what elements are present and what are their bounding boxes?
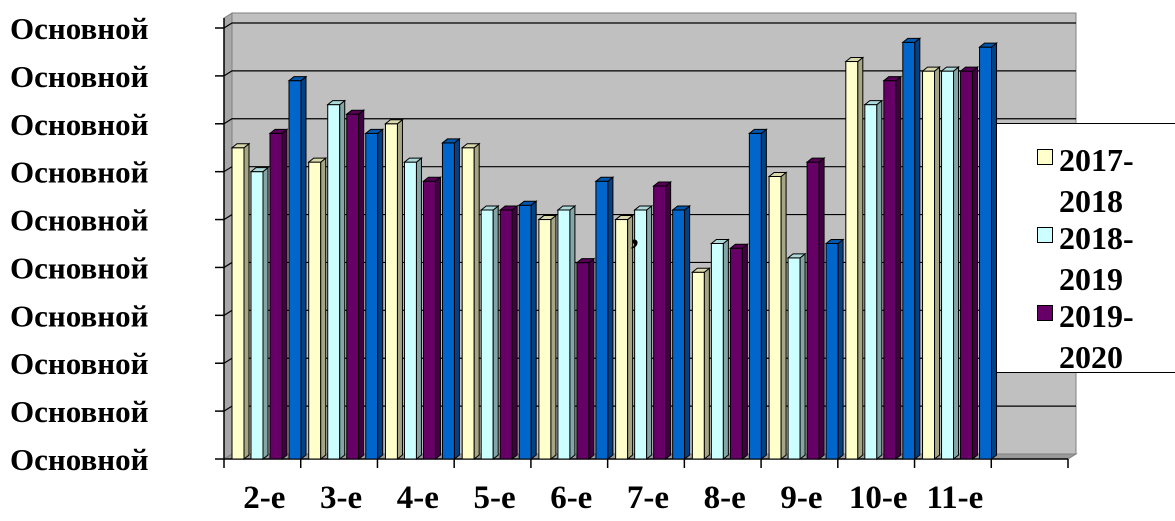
- bar-2018-2019-11-е: [940, 66, 960, 461]
- bar-2018-2019-8-е: [709, 238, 730, 461]
- bar-2019-2020-7-е: [652, 180, 673, 461]
- y-tick-label: Основной: [10, 107, 149, 142]
- bar-series-4-8-е: [747, 128, 768, 461]
- bar-2018-2019-4-е: [403, 157, 423, 461]
- legend-swatch-2017-2018: [1037, 149, 1053, 165]
- bar-2018-2019-6-е: [556, 204, 577, 461]
- x-tick-label: 4-е: [397, 480, 439, 516]
- bar-2018-2019-2-е: [249, 166, 270, 461]
- x-tick-label: 9-е: [780, 480, 822, 516]
- bar-2017-2018-9-е: [767, 171, 788, 461]
- bar-2018-2019-7-е: [633, 204, 654, 461]
- y-tick-label: Основной: [10, 59, 149, 94]
- bar-2019-2020-6-е: [575, 257, 596, 461]
- bar-series-4-4-е: [441, 137, 461, 461]
- bar-2019-2020-10-е: [882, 75, 903, 461]
- bar-series-4-3-е: [364, 128, 385, 461]
- y-tick-label: Основной: [10, 298, 149, 333]
- bar-series-4-6-е: [594, 176, 615, 461]
- y-tick-label: Основной: [10, 155, 149, 190]
- annotation-mark: ,: [631, 216, 639, 251]
- legend-label-line1: 2018-: [1059, 220, 1134, 256]
- bar-2017-2018-2-е: [230, 142, 251, 461]
- gridline: [223, 70, 1076, 77]
- bar-2018-2019-10-е: [863, 99, 884, 461]
- plot-side-wall: [223, 12, 233, 460]
- x-tick-label: 5-е: [473, 480, 515, 516]
- legend-label-line2: 2019: [1059, 261, 1123, 297]
- bar-series-4-2-е: [287, 75, 308, 461]
- bar-2019-2020-11-е: [959, 66, 979, 461]
- bar-2017-2018-7-е: [614, 214, 635, 461]
- legend-swatch-2019-2020: [1037, 305, 1053, 321]
- x-tick-label: 10-е: [849, 480, 908, 516]
- y-tick-label: Основной: [10, 250, 149, 285]
- bar-2019-2020-9-е: [805, 157, 826, 461]
- bar-2018-2019-5-е: [479, 204, 500, 461]
- x-tick-label: 2-е: [243, 480, 285, 516]
- bar-2019-2020-3-е: [345, 109, 366, 461]
- legend-label-line2: 2018: [1059, 183, 1123, 219]
- legend-label-2018-2019: 2018- 2019: [1059, 218, 1175, 300]
- legend-label-2019-2020: 2019- 2020: [1059, 296, 1175, 378]
- gridline: [223, 22, 1076, 29]
- bar-2017-2018-3-е: [307, 157, 328, 461]
- x-tick-label: 3-е: [320, 480, 362, 516]
- x-tick-label: 8-е: [704, 480, 746, 516]
- bar-2019-2020-8-е: [728, 243, 749, 461]
- y-tick-label: Основной: [10, 11, 149, 46]
- gridline: [223, 118, 1076, 125]
- legend: 2017- 2018 2018- 2019 2019- 2020: [996, 123, 1175, 375]
- bar-2017-2018-6-е: [537, 214, 558, 461]
- bar-2017-2018-10-е: [844, 56, 865, 461]
- bar-series-4-9-е: [824, 238, 845, 461]
- legend-swatch-2018-2019: [1037, 227, 1053, 243]
- bar-2019-2020-4-е: [422, 176, 442, 461]
- legend-label-line2: 2020: [1059, 339, 1123, 375]
- bar-2017-2018-4-е: [384, 118, 404, 461]
- bar-series-4-10-е: [901, 37, 922, 461]
- x-tick-label: 6-е: [550, 480, 592, 516]
- bar-2017-2018-5-е: [460, 142, 481, 461]
- x-tick-label: 11-е: [926, 480, 983, 516]
- x-tick-label: 7-е: [627, 480, 669, 516]
- y-tick-label: Основной: [10, 346, 149, 381]
- y-tick-label: Основной: [10, 442, 149, 477]
- bar-series-4-11-е: [978, 42, 998, 461]
- y-tick-label: Основной: [10, 203, 149, 238]
- bar-series-4-5-е: [517, 200, 538, 461]
- bar-series-4-7-е: [671, 204, 692, 461]
- bar-2018-2019-3-е: [326, 99, 347, 461]
- y-tick-label: Основной: [10, 394, 149, 429]
- legend-label-2017-2018: 2017- 2018: [1059, 140, 1175, 222]
- legend-label-line1: 2017-: [1059, 142, 1134, 178]
- bar-2017-2018-11-е: [921, 66, 941, 461]
- bar-2019-2020-5-е: [498, 204, 519, 461]
- bar-2017-2018-8-е: [690, 267, 711, 461]
- bar-2019-2020-2-е: [268, 128, 289, 461]
- bar-2018-2019-9-е: [786, 252, 807, 461]
- legend-label-line1: 2019-: [1059, 298, 1134, 334]
